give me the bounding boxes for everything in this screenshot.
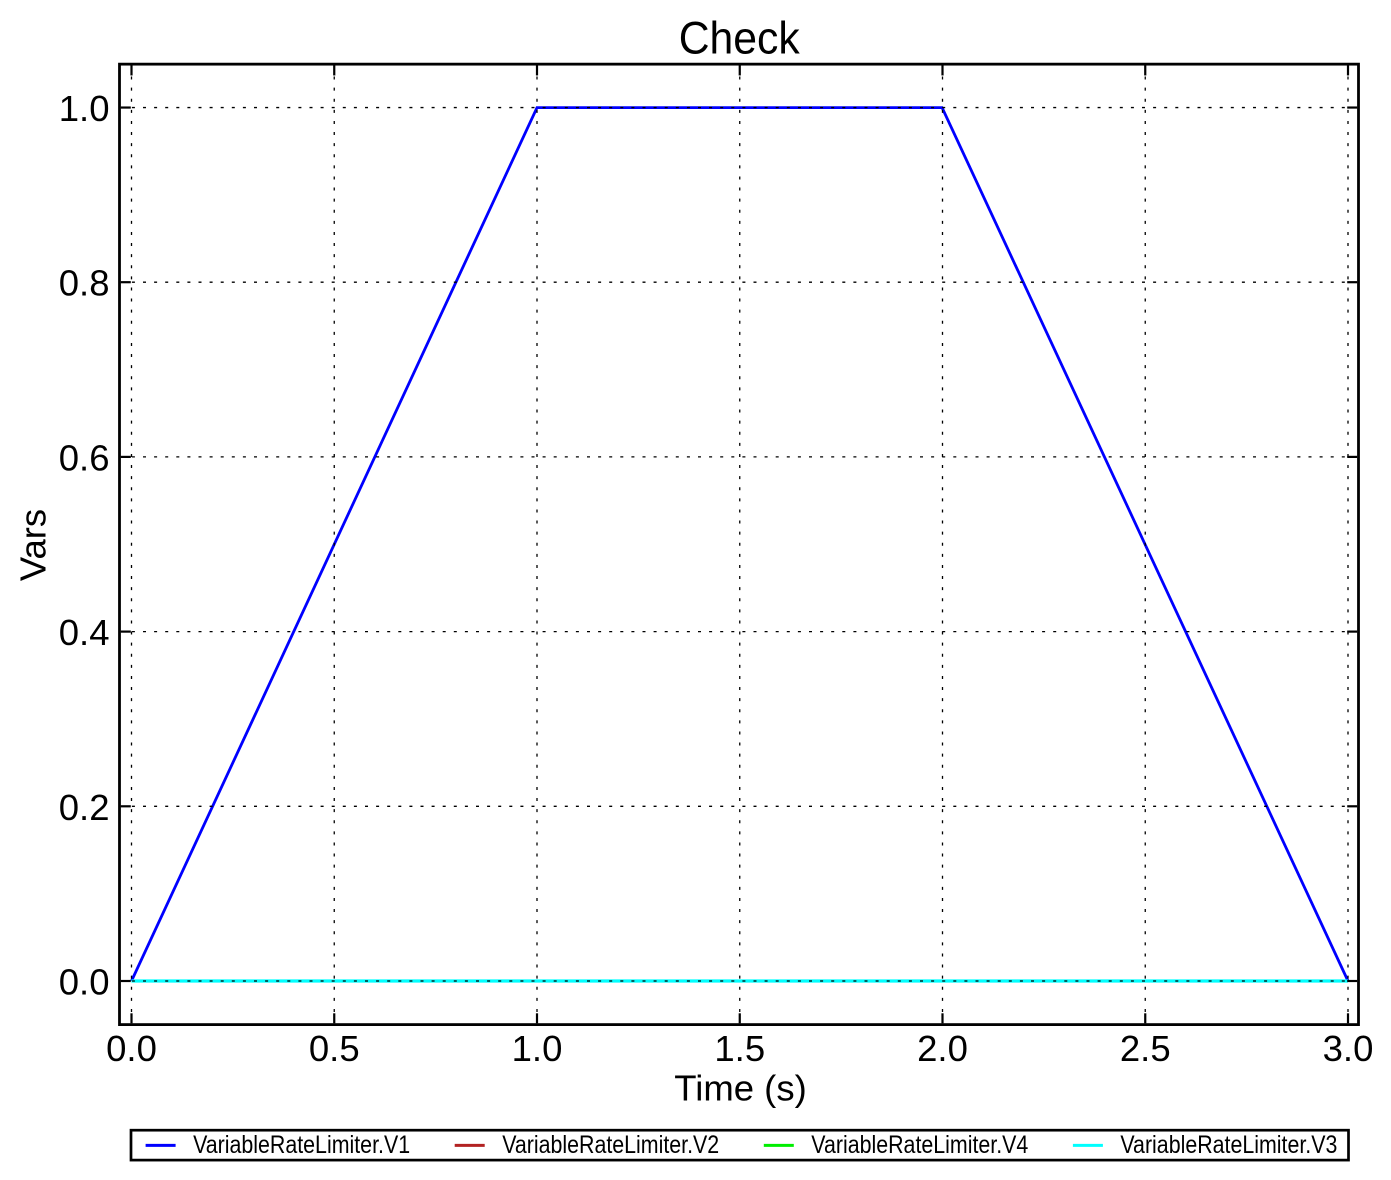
svg-text:VariableRateLimiter.V4: VariableRateLimiter.V4 (811, 1132, 1028, 1159)
svg-text:0.8: 0.8 (59, 263, 110, 304)
svg-text:1.0: 1.0 (512, 1028, 563, 1069)
svg-text:Time (s): Time (s) (674, 1067, 806, 1108)
svg-text:0.6: 0.6 (59, 437, 110, 478)
svg-text:VariableRateLimiter.V3: VariableRateLimiter.V3 (1120, 1132, 1337, 1159)
svg-text:0.2: 0.2 (59, 787, 110, 828)
svg-text:VariableRateLimiter.V1: VariableRateLimiter.V1 (193, 1132, 410, 1159)
svg-text:0.4: 0.4 (59, 612, 110, 653)
svg-text:0.0: 0.0 (106, 1028, 157, 1069)
svg-text:1.0: 1.0 (59, 88, 110, 129)
svg-text:2.0: 2.0 (917, 1028, 968, 1069)
svg-text:Vars: Vars (13, 509, 54, 581)
svg-text:Check: Check (679, 12, 800, 63)
svg-text:1.5: 1.5 (714, 1028, 765, 1069)
svg-text:VariableRateLimiter.V2: VariableRateLimiter.V2 (502, 1132, 719, 1159)
svg-text:0.0: 0.0 (59, 961, 110, 1002)
svg-text:0.5: 0.5 (309, 1028, 360, 1069)
svg-text:3.0: 3.0 (1323, 1028, 1374, 1069)
svg-text:2.5: 2.5 (1120, 1028, 1171, 1069)
